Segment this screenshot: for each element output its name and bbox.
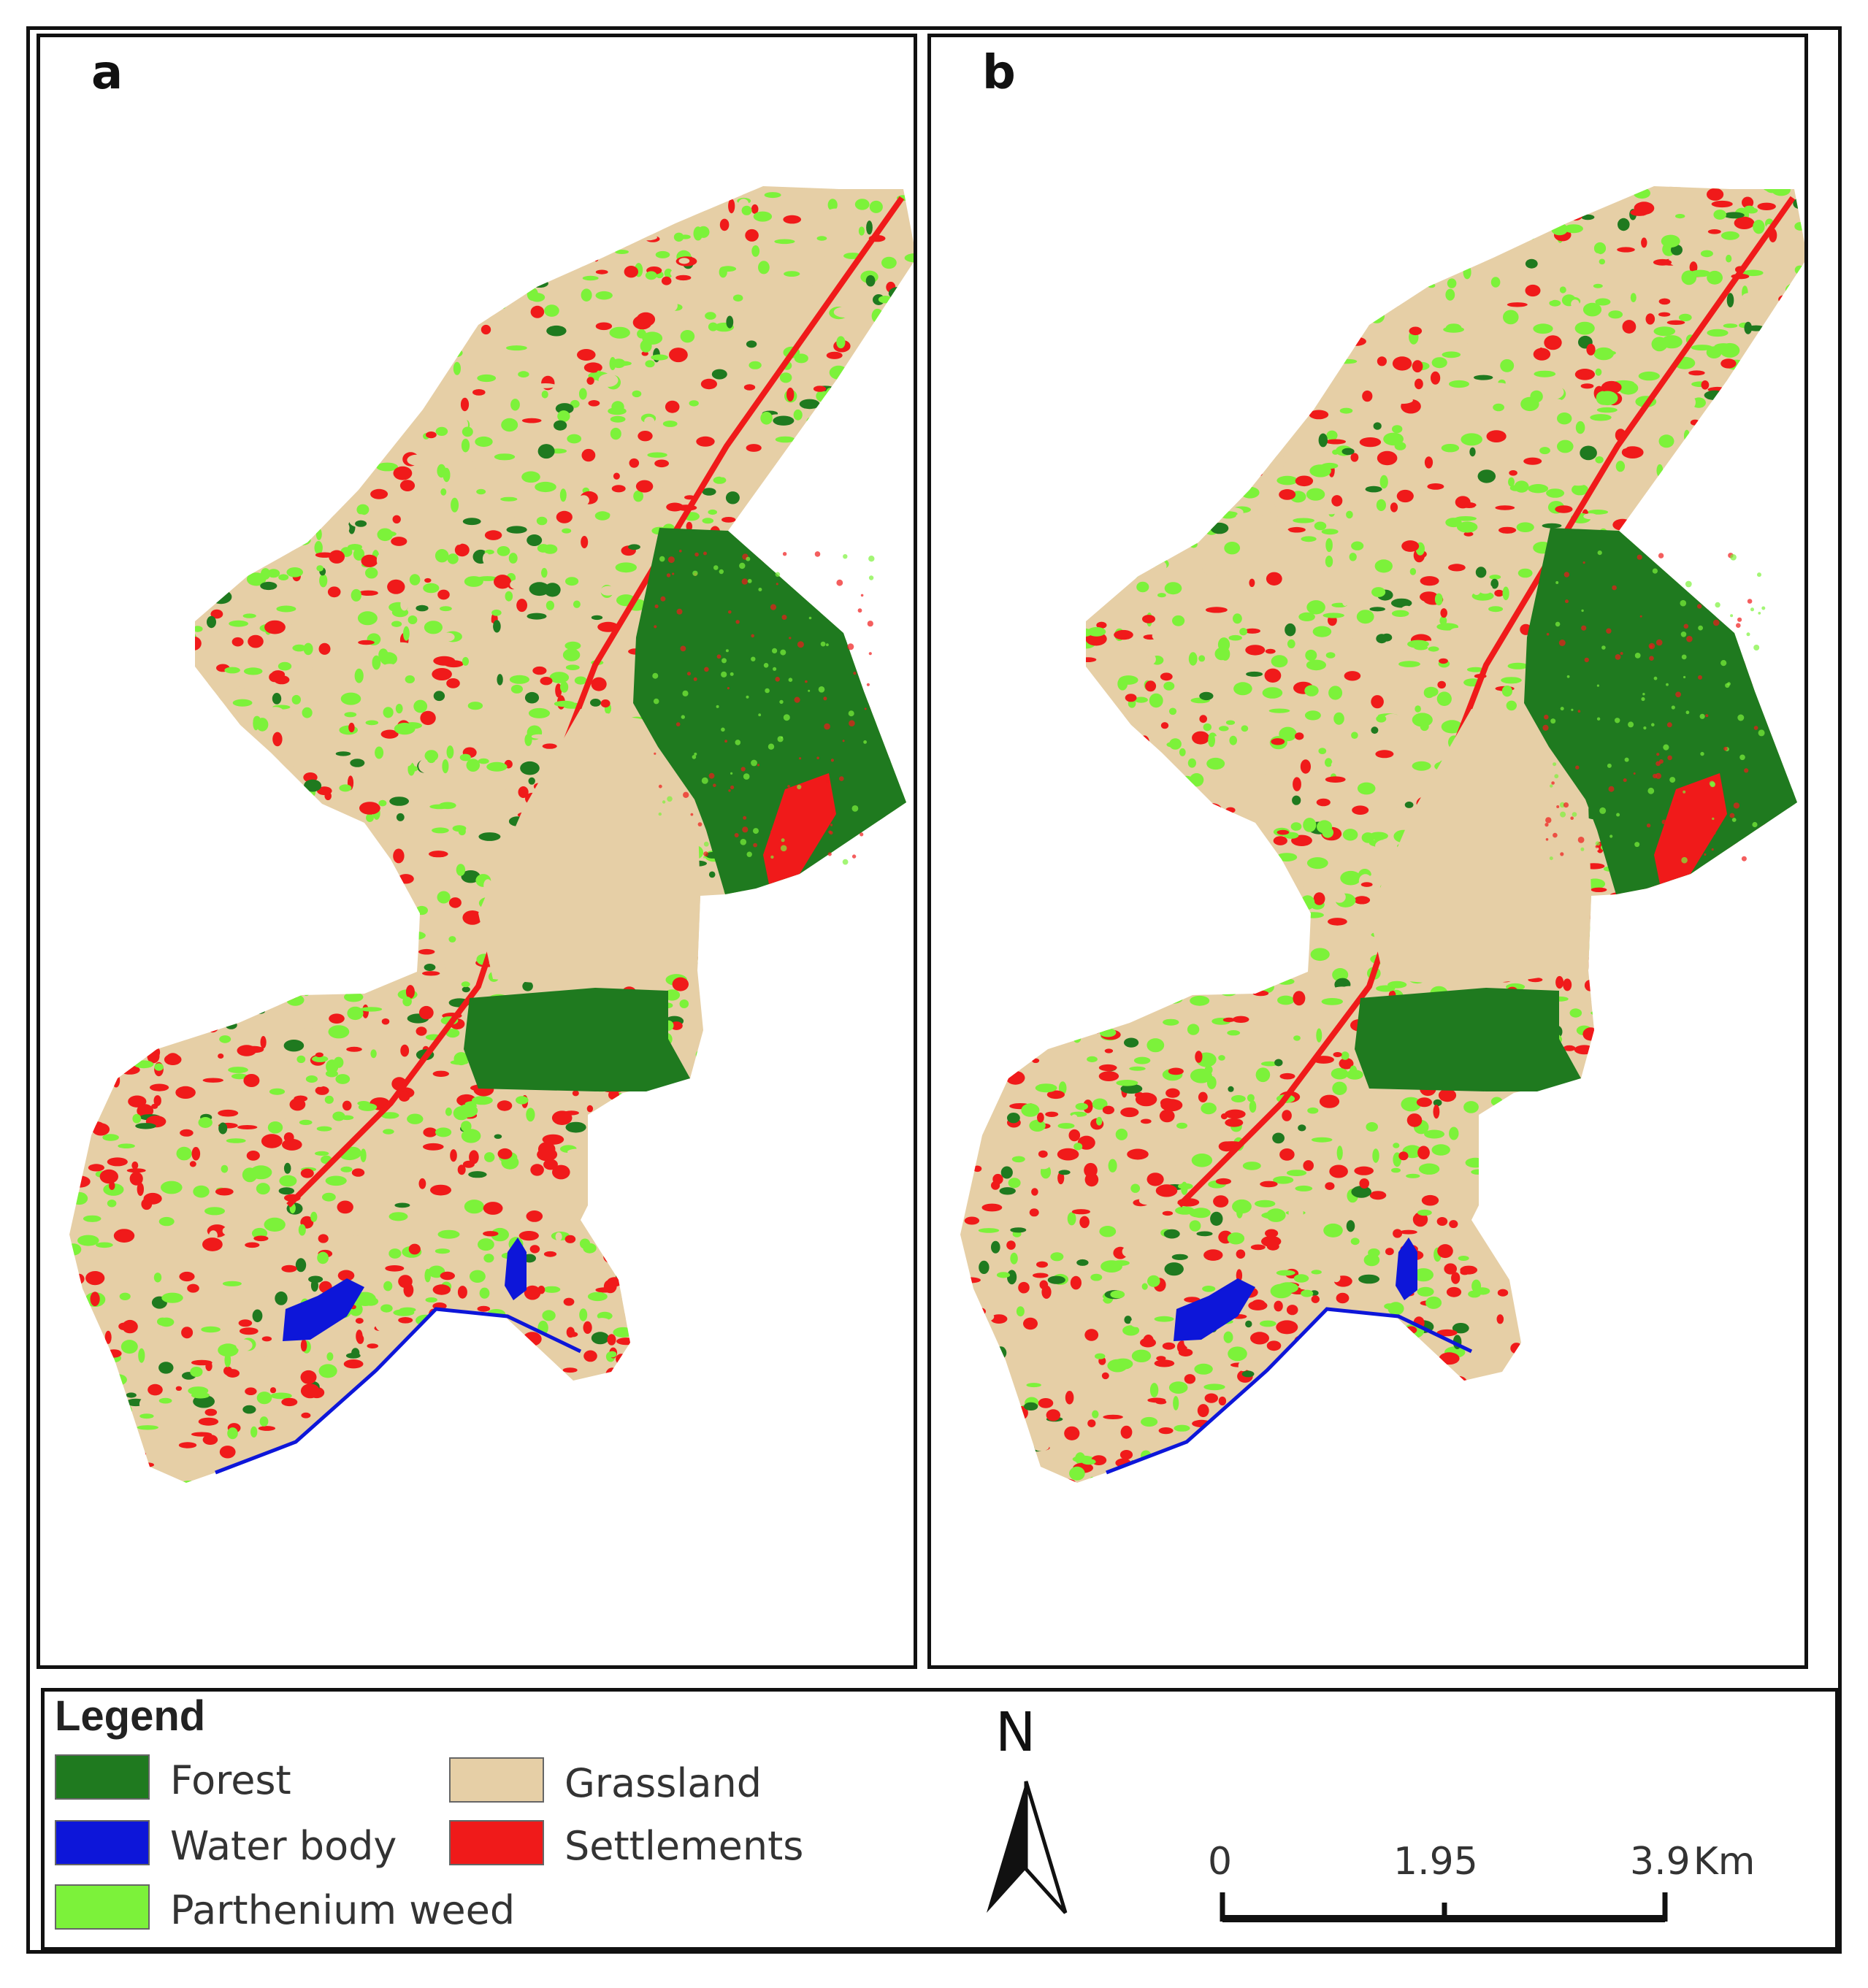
north-arrow-icon	[987, 1781, 1068, 1914]
water-body-west	[283, 1278, 364, 1341]
legend-swatch-settlements	[449, 1820, 544, 1865]
legend-label-forest: Forest	[170, 1757, 291, 1803]
water-body-east	[505, 1237, 527, 1300]
legend-title: Legend	[55, 1692, 206, 1740]
legend-label-settlements: Settlements	[564, 1823, 804, 1869]
legend-label-grassland: Grassland	[564, 1760, 762, 1806]
scale-bar-graphic	[1220, 1892, 1668, 1922]
legend-box: Legend Forest Water body Parthenium weed…	[41, 1688, 1839, 1951]
river-edge	[215, 1307, 582, 1475]
land-cover-map-a	[69, 186, 914, 1483]
forest-block-east	[633, 528, 906, 894]
scale-bar: 0 1.95 3.9Km	[1198, 1840, 1755, 1927]
land-cover-map-b	[960, 186, 1804, 1483]
north-letter: N	[995, 1701, 1036, 1764]
scale-label-end-value: 3.9	[1630, 1840, 1691, 1884]
legend-swatch-water-body	[55, 1820, 150, 1865]
map-panel-a: a	[37, 34, 917, 1669]
north-arrow: N	[975, 1701, 1077, 1920]
forest-block-texture	[652, 549, 875, 865]
water-body-east	[1396, 1237, 1417, 1300]
scale-label-end: 3.9Km	[1630, 1840, 1755, 1884]
forest-block-texture	[1542, 550, 1766, 864]
scale-unit: Km	[1693, 1840, 1756, 1884]
figure-frame	[26, 26, 1842, 1954]
legend-swatch-parthenium-weed	[55, 1884, 150, 1930]
river-edge	[1106, 1307, 1473, 1475]
scale-label-mid: 1.95	[1393, 1840, 1478, 1884]
panel-label-b: b	[982, 46, 1016, 100]
settlement-block	[763, 773, 836, 884]
forest-block-central	[464, 988, 690, 1091]
panel-label-a: a	[91, 46, 123, 100]
map-panel-b: b	[927, 34, 1808, 1669]
legend-swatch-grassland	[449, 1757, 544, 1803]
settlement-block	[1654, 773, 1727, 884]
scale-label-0: 0	[1208, 1840, 1233, 1884]
grassland-block	[478, 709, 700, 986]
legend-label-parthenium-weed: Parthenium weed	[170, 1887, 516, 1933]
forest-block-east	[1524, 528, 1797, 894]
legend-label-water-body: Water body	[170, 1823, 397, 1869]
legend-swatch-forest	[55, 1754, 150, 1800]
forest-block-central	[1355, 988, 1581, 1091]
water-body-west	[1174, 1278, 1255, 1341]
grassland-block	[1369, 709, 1591, 986]
